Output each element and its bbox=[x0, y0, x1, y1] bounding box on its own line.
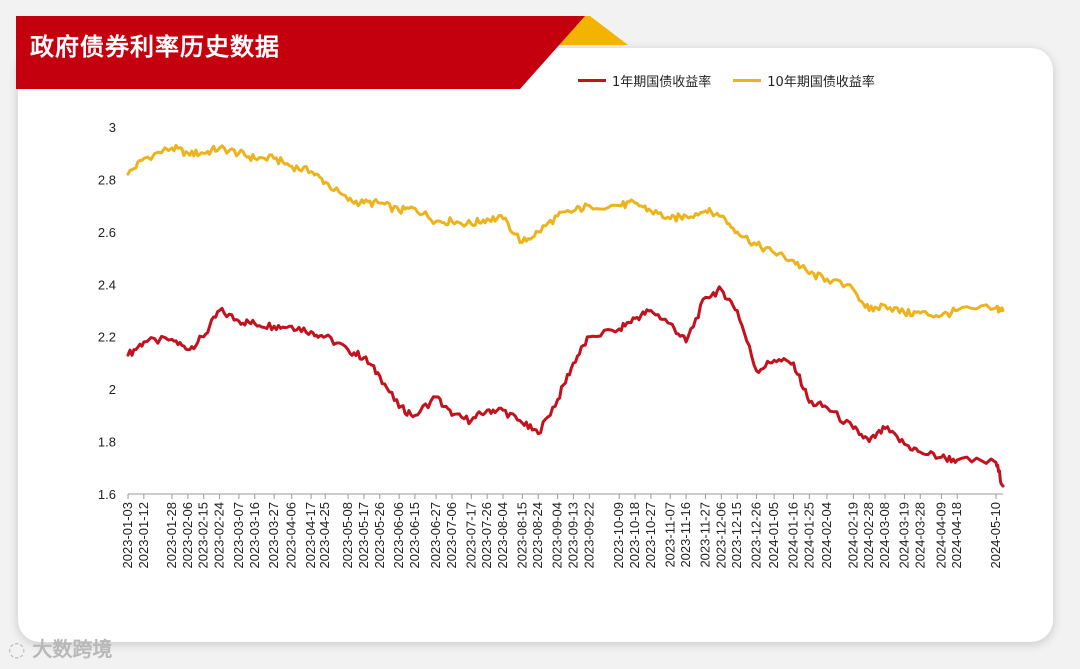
legend: 1年期国债收益率 10年期国债收益率 bbox=[578, 71, 897, 90]
y-tick-label: 2 bbox=[109, 382, 116, 397]
x-tick-label: 2023-08-04 bbox=[495, 502, 510, 569]
x-tick-label: 2023-12-26 bbox=[749, 502, 764, 569]
x-tick-label: 2024-04-18 bbox=[949, 502, 964, 569]
x-tick-label: 2023-12-15 bbox=[729, 502, 744, 569]
x-tick-label: 2024-01-25 bbox=[801, 502, 816, 569]
x-tick-label: 2024-02-04 bbox=[819, 502, 834, 569]
y-tick-label: 2.2 bbox=[98, 330, 116, 345]
x-tick-label: 2023-01-28 bbox=[164, 502, 179, 569]
x-tick-label: 2024-03-08 bbox=[877, 502, 892, 569]
y-tick-label: 1.8 bbox=[98, 435, 116, 450]
y-tick-label: 2.8 bbox=[98, 172, 116, 187]
x-tick-label: 2023-10-09 bbox=[611, 502, 626, 569]
x-tick-label: 2023-07-26 bbox=[479, 502, 494, 569]
x-tick-label: 2023-05-17 bbox=[356, 502, 371, 569]
x-tick-label: 2023-03-07 bbox=[231, 502, 246, 569]
legend-swatch-1y bbox=[578, 79, 606, 82]
x-tick-label: 2023-10-27 bbox=[643, 502, 658, 569]
x-tick-label: 2023-02-24 bbox=[212, 502, 227, 569]
x-tick-label: 2023-11-07 bbox=[662, 502, 677, 568]
legend-label-10y: 10年期国债收益率 bbox=[767, 75, 875, 90]
x-tick-label: 2023-01-12 bbox=[136, 502, 151, 569]
x-tick-label: 2023-09-04 bbox=[550, 502, 565, 569]
legend-item-1y: 1年期国债收益率 bbox=[578, 71, 711, 90]
watermark-text: 大数跨境 bbox=[32, 637, 113, 661]
x-tick-label: 2023-12-06 bbox=[713, 502, 728, 569]
x-tick-label: 2024-04-09 bbox=[933, 502, 948, 569]
x-tick-label: 2024-01-05 bbox=[766, 502, 781, 569]
series-line-10y bbox=[126, 143, 1005, 319]
x-tick-label: 2024-02-19 bbox=[845, 502, 860, 569]
title-banner bbox=[16, 16, 628, 89]
series-line-1y bbox=[126, 285, 1005, 488]
y-tick-label: 2.4 bbox=[98, 277, 116, 292]
legend-item-10y: 10年期国债收益率 bbox=[733, 71, 875, 90]
x-tick-label: 2023-09-22 bbox=[581, 502, 596, 569]
x-tick-label: 2023-04-25 bbox=[317, 502, 332, 569]
x-tick-label: 2023-06-06 bbox=[391, 502, 406, 569]
watermark: ◌ 大数跨境 bbox=[8, 633, 112, 662]
x-tick-label: 2023-05-08 bbox=[340, 502, 355, 569]
x-tick-label: 2024-03-19 bbox=[896, 502, 911, 569]
x-tick-label: 2023-04-17 bbox=[303, 502, 318, 569]
x-tick-label: 2023-01-03 bbox=[120, 502, 135, 569]
x-tick-label: 2023-03-27 bbox=[266, 502, 281, 569]
x-tick-label: 2023-07-06 bbox=[444, 502, 459, 569]
y-tick-label: 1.6 bbox=[98, 487, 116, 502]
x-tick-label: 2023-11-27 bbox=[697, 502, 712, 568]
x-tick-label: 2023-10-18 bbox=[627, 502, 642, 569]
x-tick-label: 2024-03-28 bbox=[912, 502, 927, 569]
x-tick-label: 2024-02-28 bbox=[861, 502, 876, 569]
x-tick-label: 2023-05-26 bbox=[372, 502, 387, 569]
y-tick-label: 3 bbox=[109, 120, 116, 135]
x-tick-label: 2024-01-16 bbox=[785, 502, 800, 569]
x-tick-label: 2023-09-13 bbox=[565, 502, 580, 569]
x-tick-label: 2024-05-10 bbox=[988, 502, 1003, 569]
x-tick-label: 2023-06-27 bbox=[428, 502, 443, 569]
x-tick-label: 2023-06-15 bbox=[407, 502, 422, 569]
legend-label-1y: 1年期国债收益率 bbox=[612, 75, 712, 90]
x-tick-label: 2023-08-15 bbox=[514, 502, 529, 569]
watermark-logo-icon: ◌ bbox=[8, 637, 26, 661]
chart-title: 政府债券利率历史数据 bbox=[30, 33, 280, 61]
banner-red bbox=[16, 16, 585, 89]
chart-card bbox=[18, 48, 1053, 642]
legend-swatch-10y bbox=[733, 79, 762, 82]
x-tick-label: 2023-03-16 bbox=[247, 502, 262, 569]
y-tick-label: 2.6 bbox=[98, 225, 116, 240]
x-tick-label: 2023-02-06 bbox=[180, 502, 195, 569]
x-tick-label: 2023-11-16 bbox=[678, 502, 693, 568]
x-tick-label: 2023-08-24 bbox=[530, 502, 545, 569]
x-tick-label: 2023-04-06 bbox=[284, 502, 299, 569]
x-tick-label: 2023-02-15 bbox=[196, 502, 211, 569]
x-tick-label: 2023-07-17 bbox=[463, 502, 478, 569]
